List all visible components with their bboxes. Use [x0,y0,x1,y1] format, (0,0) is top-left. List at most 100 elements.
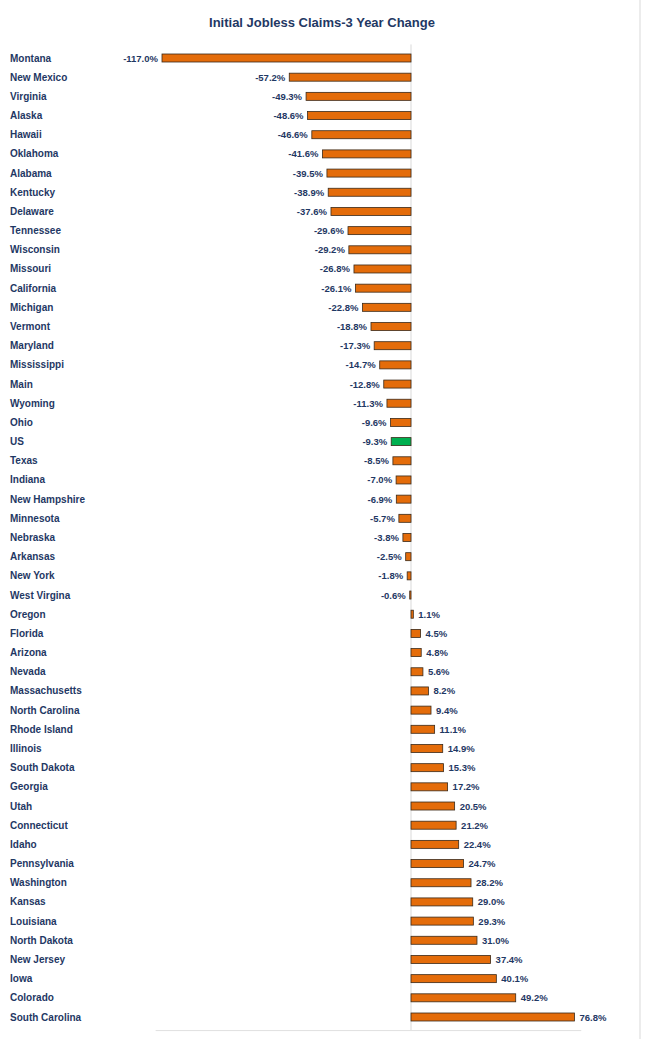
category-label: Florida [10,628,44,639]
category-label: US [10,436,24,447]
bar [327,169,411,177]
category-label: Connecticut [10,820,68,831]
bar [396,476,411,484]
data-label: -2.5% [377,551,402,562]
category-label: Kentucky [10,187,55,198]
data-label: -29.6% [314,225,345,236]
data-label: -1.8% [378,570,403,581]
category-label: Oregon [10,609,46,620]
data-label: 40.1% [501,973,528,984]
category-label: Idaho [10,839,37,850]
data-label: -41.6% [288,148,319,159]
data-label: 21.2% [461,820,488,831]
bar [411,936,477,944]
background [0,0,647,1039]
category-label: Arkansas [10,551,55,562]
bar [403,534,411,542]
bar [411,687,428,695]
data-label: -0.6% [381,590,406,601]
data-label: -26.1% [321,283,352,294]
bar [391,418,411,426]
data-label: -39.5% [293,168,324,179]
bar [410,591,411,599]
data-label: -46.6% [278,129,309,140]
bar [411,975,496,983]
bar [411,649,421,657]
bar [306,92,411,100]
category-label: Georgia [10,781,48,792]
category-label: Tennessee [10,225,61,236]
title: Initial Jobless Claims-3 Year Change [209,15,435,30]
bar [411,725,435,733]
bar [289,73,411,81]
category-label: Pennsylvania [10,858,74,869]
category-label: Indiana [10,474,45,485]
data-label: 1.1% [418,609,440,620]
category-label: Colorado [10,992,54,1003]
category-label: New Hampshire [10,494,85,505]
data-label: 29.0% [478,896,505,907]
bar [411,917,473,925]
data-label: -11.3% [353,398,383,409]
data-label: 49.2% [521,992,548,1003]
category-label: Missouri [10,263,51,274]
bar [355,284,411,292]
bar [322,150,411,158]
data-label: 5.6% [428,666,450,677]
data-label: -5.7% [370,513,395,524]
bar [387,399,411,407]
data-label: -49.3% [272,91,303,102]
bars [162,54,574,1021]
data-label: -26.8% [320,263,351,274]
bar [328,188,411,196]
category-label: Vermont [10,321,51,332]
category-label: Delaware [10,206,54,217]
bar [407,572,411,580]
data-label: -7.0% [367,474,392,485]
bar [312,131,411,139]
data-label: 22.4% [464,839,491,850]
bar [354,265,411,273]
data-label: 8.2% [433,685,455,696]
data-label: -38.9% [294,187,325,198]
bar [411,610,413,618]
frame-edge [640,0,641,1039]
bar [411,706,431,714]
category-label: North Dakota [10,935,73,946]
category-label: Virginia [10,91,47,102]
category-label: Maryland [10,340,54,351]
data-label: 28.2% [476,877,503,888]
data-label: -29.2% [315,244,346,255]
category-label: West Virgina [10,590,71,601]
bar [331,207,411,215]
category-label: Wyoming [10,398,55,409]
bar [384,380,411,388]
bar [411,1013,574,1021]
bar [411,629,421,637]
data-label: 29.3% [478,916,505,927]
category-label: Washington [10,877,67,888]
category-label: Alaska [10,110,43,121]
category-label: Oklahoma [10,148,59,159]
category-label: Kansas [10,896,46,907]
category-label: Main [10,379,33,390]
bar [411,879,471,887]
category-label: South Carolina [10,1012,82,1023]
bar [411,898,473,906]
data-label: 9.4% [436,705,458,716]
bar [411,860,464,868]
category-label: Rhode Island [10,724,73,735]
bar [406,553,411,561]
category-label: Montana [10,53,52,64]
data-label: 11.1% [440,724,467,735]
bar [393,457,411,465]
data-label: 37.4% [496,954,523,965]
x-axis-line [156,1030,582,1031]
data-label: 76.8% [579,1012,606,1023]
bar [411,744,443,752]
data-label: -8.5% [364,455,389,466]
bar [348,227,411,235]
category-label: Michigan [10,302,53,313]
data-label: -9.6% [362,417,387,428]
bar [396,495,411,503]
